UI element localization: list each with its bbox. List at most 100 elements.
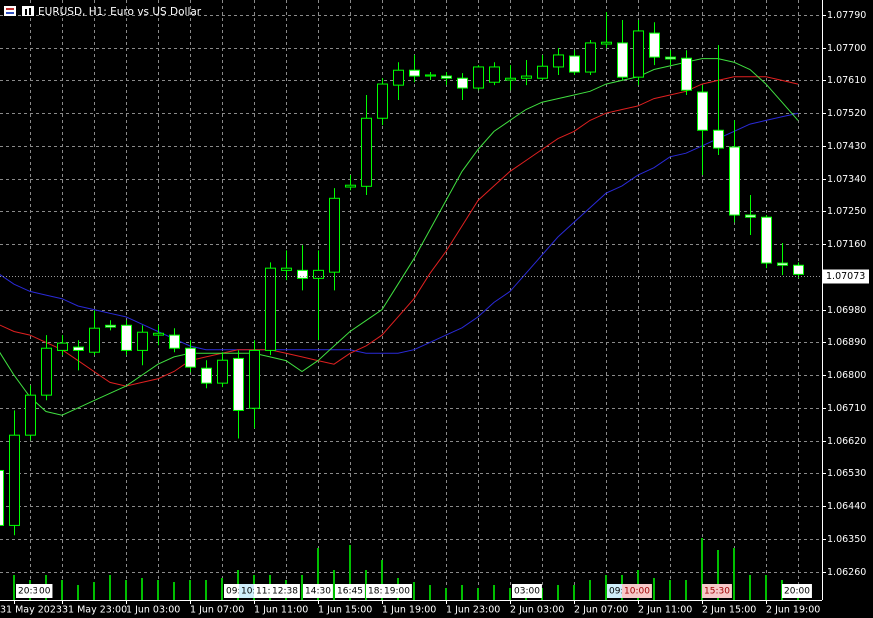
event-marker-label: 09: [226,587,240,597]
volume-bar [605,575,607,600]
event-marker-label: 00 [39,587,51,597]
candle-body [345,184,356,188]
candle-body [457,77,468,89]
volume-bar [477,588,479,600]
candle-body [761,216,772,264]
candle-body [537,65,548,79]
y-tick-label: 1.06980 [827,305,866,316]
event-marker-label: 18: [368,587,382,597]
event-marker-box [239,584,258,598]
candle-body [569,55,580,73]
event-marker-label: 20:30 [18,587,44,597]
candle-body [361,117,372,187]
candle-body [25,394,36,436]
event-marker-label: 12:38 [272,587,298,597]
volume-bar [301,575,303,600]
candle-body [153,332,164,336]
volume-bar [669,580,671,600]
volume-bar [77,585,79,600]
y-tick-label: 1.07340 [827,174,866,185]
candle-body [633,30,644,78]
candle-body [297,269,308,279]
event-marker-box [270,584,300,598]
candle-body [217,359,228,384]
volume-bar [205,580,207,600]
volume-bar [653,578,655,600]
candle-body [681,57,692,91]
candle-body [553,54,564,68]
ma-line [0,58,799,416]
candle-body [377,83,388,119]
ma-layer [0,58,799,416]
event-marker-box [254,584,273,598]
volume-bar [141,578,143,600]
icon [4,6,16,16]
candle-body [121,324,132,351]
title-icons [4,6,34,16]
x-tick-label: 31 May 23:00 [62,605,127,616]
current-price-label: 1.07073 [826,271,865,282]
candle-body [0,469,4,526]
event-marker-box [366,584,385,598]
x-tick-label: 1 Jun 19:00 [382,605,436,616]
candle-body [713,129,724,149]
x-tick-label: 2 Jun 03:00 [510,605,564,616]
candle-layer [0,12,804,536]
candle-body [425,74,436,77]
candle-body [265,267,276,351]
candle-body [585,42,596,73]
event-marker-box [303,584,333,598]
candle-body [73,346,84,351]
event-marker-label: 15:30 [704,587,730,597]
ma-line [0,76,799,387]
y-tick-label: 1.07610 [827,75,866,86]
event-marker-label: 19:00 [384,587,410,597]
volume-bar [589,580,591,600]
volume-bar [461,585,463,600]
event-marker-box [382,584,412,598]
candle-body [329,197,340,273]
y-tick-label: 1.06620 [827,436,866,447]
y-tick-label: 1.07160 [827,239,866,250]
volume-bar [557,585,559,600]
x-tick-label: 1 Jun 03:00 [126,605,180,616]
event-marker-box [622,584,652,598]
icon [29,8,31,15]
candle-body [409,69,420,77]
candle-body [9,434,20,526]
y-tick-label: 1.06890 [827,337,866,348]
candle-body [793,264,804,275]
volume-bar [13,575,15,600]
y-tick-label: 1.07250 [827,206,866,217]
volume-bar [173,582,175,600]
event-marker-box [607,584,626,598]
x-tick-label: 1 Jun 15:00 [318,605,372,616]
candle-body [601,41,612,45]
icon [6,12,14,14]
candle-body [137,331,148,351]
candle-body [201,367,212,384]
candle-body [521,75,532,79]
candle-body [649,32,660,58]
volume-bar [541,588,543,600]
y-tick-label: 1.07700 [827,43,866,54]
x-tick-label: 2 Jun 07:00 [574,605,628,616]
event-marker-label: 03:00 [514,587,540,597]
candle-body [729,146,740,216]
volume-bar [61,580,63,600]
volume-bar [381,560,383,600]
volume-bar [445,588,447,600]
x-tick-label: 1 Jun 07:00 [190,605,244,616]
y-tick-label: 1.06530 [827,468,866,479]
event-marker-label: 09: [609,587,623,597]
y-tick-label: 1.06440 [827,501,866,512]
candle-body [169,334,180,349]
volume-bar [157,580,159,600]
event-marker-box [37,584,53,598]
x-tick-label: 1 Jun 23:00 [446,605,500,616]
candle-body [281,267,292,271]
candle-body [233,357,244,411]
